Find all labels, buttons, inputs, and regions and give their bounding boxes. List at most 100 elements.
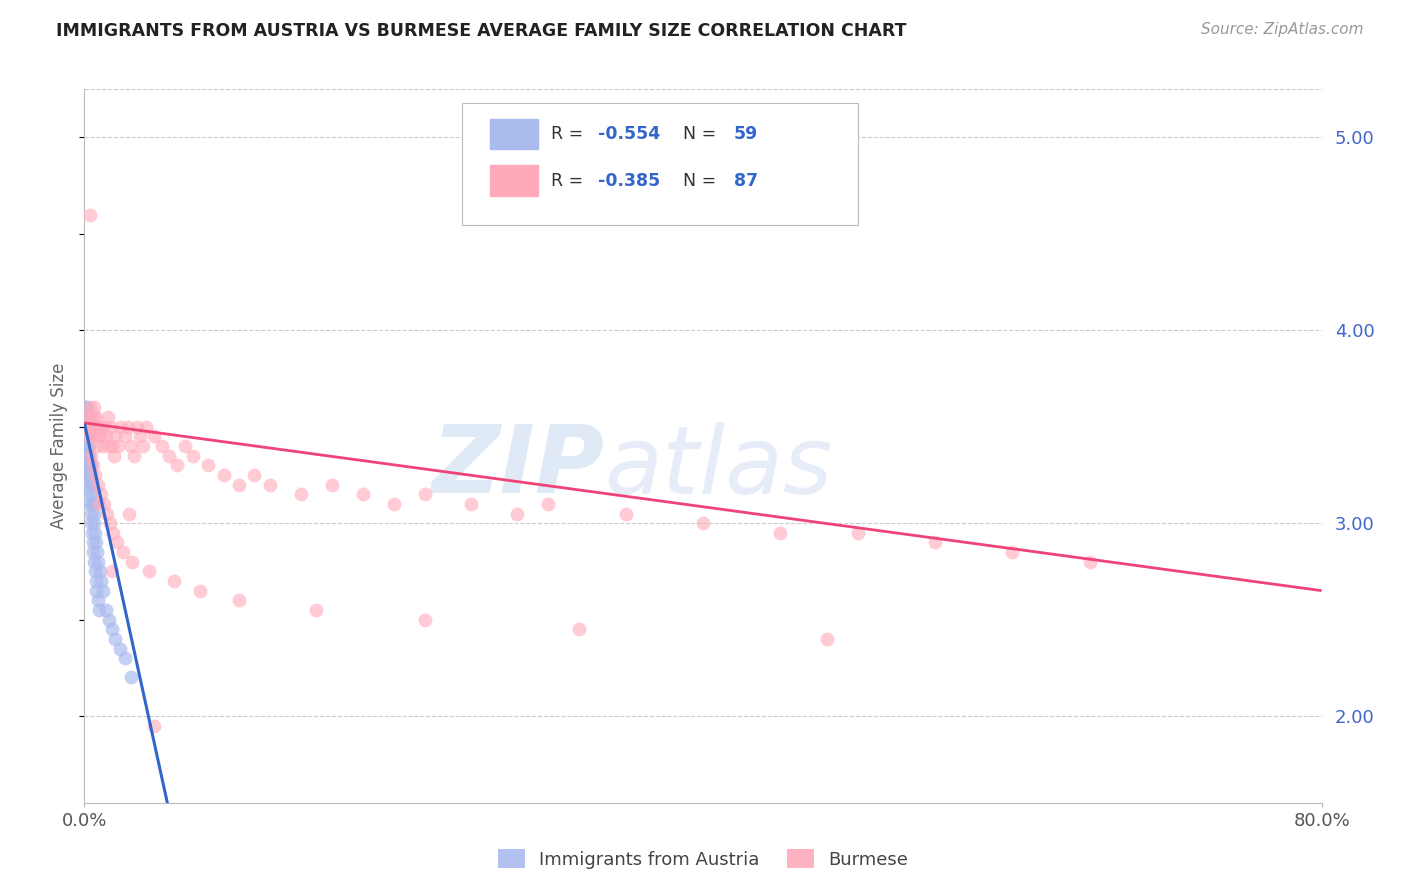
Point xyxy=(87,429,110,443)
Text: N =: N = xyxy=(683,125,721,143)
Point xyxy=(382,497,405,511)
Point xyxy=(77,449,100,463)
Point xyxy=(100,419,122,434)
Point xyxy=(197,458,219,473)
Point xyxy=(1078,555,1101,569)
Point xyxy=(98,439,121,453)
Point xyxy=(460,497,482,511)
Point xyxy=(103,449,125,463)
Point xyxy=(90,429,112,443)
Point xyxy=(188,583,212,598)
Point xyxy=(79,401,101,415)
Point xyxy=(87,477,110,491)
Point xyxy=(76,410,98,425)
Point xyxy=(77,419,100,434)
Point xyxy=(77,429,100,443)
Point xyxy=(1001,545,1024,559)
Point xyxy=(83,401,105,415)
Point xyxy=(77,458,100,473)
Point xyxy=(75,419,97,434)
Point xyxy=(86,439,108,453)
Point xyxy=(98,613,121,627)
Point xyxy=(82,458,104,473)
Text: 87: 87 xyxy=(734,171,758,189)
Point xyxy=(352,487,374,501)
Point xyxy=(91,439,114,453)
Point xyxy=(87,603,110,617)
Point xyxy=(82,497,104,511)
Point xyxy=(89,419,111,434)
Point xyxy=(83,565,105,579)
Point xyxy=(76,419,98,434)
Point xyxy=(101,439,124,453)
Point xyxy=(129,429,152,443)
Point xyxy=(181,449,204,463)
Point xyxy=(243,467,266,482)
Point xyxy=(79,467,101,482)
Point xyxy=(82,535,104,549)
Point xyxy=(166,458,188,473)
Point xyxy=(104,429,127,443)
Point xyxy=(413,487,436,501)
Point xyxy=(77,449,100,463)
Point xyxy=(132,439,155,453)
Point xyxy=(79,477,101,491)
Point xyxy=(79,497,101,511)
Point xyxy=(93,497,115,511)
Text: N =: N = xyxy=(683,171,721,189)
Text: R =: R = xyxy=(551,125,589,143)
Point xyxy=(290,487,312,501)
Point xyxy=(89,565,111,579)
Point xyxy=(118,507,141,521)
Point xyxy=(84,525,107,540)
Point xyxy=(75,410,97,425)
Point xyxy=(75,419,97,434)
Point xyxy=(125,419,148,434)
FancyBboxPatch shape xyxy=(491,119,538,149)
Point xyxy=(101,565,124,579)
Point xyxy=(75,401,97,415)
Point xyxy=(84,535,107,549)
FancyBboxPatch shape xyxy=(461,103,858,225)
Point xyxy=(94,603,117,617)
Point xyxy=(94,429,117,443)
Point xyxy=(86,583,108,598)
Point xyxy=(75,410,97,425)
Point xyxy=(76,419,98,434)
Point xyxy=(82,429,104,443)
Point xyxy=(79,487,101,501)
Point xyxy=(506,507,529,521)
Point xyxy=(80,525,103,540)
Point xyxy=(228,477,250,491)
Point xyxy=(143,719,166,733)
Point xyxy=(82,487,104,501)
Point xyxy=(104,632,127,646)
Point xyxy=(97,410,120,425)
Point xyxy=(80,458,103,473)
Point xyxy=(75,401,97,415)
Point xyxy=(87,497,110,511)
Point xyxy=(80,507,103,521)
Point xyxy=(120,439,142,453)
Point xyxy=(76,439,98,453)
Point xyxy=(86,545,108,559)
Text: atlas: atlas xyxy=(605,422,832,513)
Point xyxy=(228,593,250,607)
Point xyxy=(79,410,101,425)
Point xyxy=(321,477,343,491)
Point xyxy=(80,449,103,463)
Point xyxy=(76,429,98,443)
Point xyxy=(79,477,101,491)
Point xyxy=(114,429,136,443)
Point xyxy=(614,507,637,521)
Point xyxy=(83,555,105,569)
Point xyxy=(174,439,197,453)
Text: IMMIGRANTS FROM AUSTRIA VS BURMESE AVERAGE FAMILY SIZE CORRELATION CHART: IMMIGRANTS FROM AUSTRIA VS BURMESE AVERA… xyxy=(56,22,907,40)
Point xyxy=(83,410,105,425)
Point xyxy=(101,622,124,636)
Point xyxy=(108,641,131,656)
Point xyxy=(86,419,108,434)
Point xyxy=(212,467,235,482)
Point xyxy=(79,439,101,453)
Point xyxy=(107,439,129,453)
